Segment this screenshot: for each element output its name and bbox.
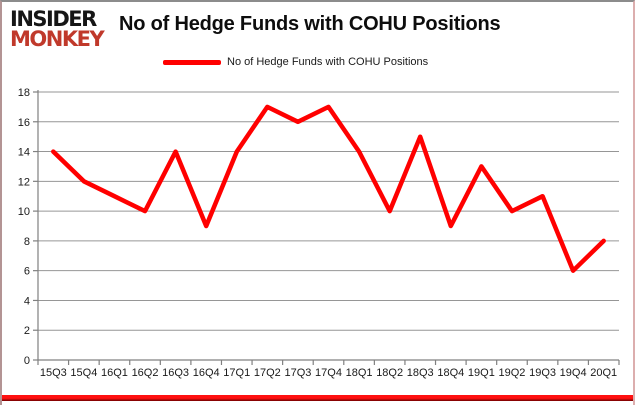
insider-monkey-logo: INSIDER MONKEY: [10, 7, 105, 51]
x-axis-label: 16Q2: [132, 367, 159, 379]
logo-text-monkey: MONKEY: [10, 27, 105, 51]
x-axis-label: 18Q2: [376, 367, 403, 379]
y-axis-label: 6: [24, 266, 30, 278]
y-axis-label: 0: [24, 355, 30, 367]
x-axis-label: 19Q3: [529, 367, 556, 379]
y-axis-label: 14: [18, 147, 30, 159]
x-axis-label: 16Q4: [193, 367, 220, 379]
y-axis-label: 4: [24, 295, 30, 307]
logo-text-insider: INSIDER: [10, 7, 97, 31]
x-axis-label: 20Q1: [590, 367, 617, 379]
x-axis-label: 19Q4: [560, 367, 587, 379]
y-axis-label: 12: [18, 176, 30, 188]
x-axis-label: 16Q1: [101, 367, 128, 379]
y-axis-label: 8: [24, 236, 30, 248]
x-axis-label: 19Q2: [499, 367, 526, 379]
x-axis-label: 18Q3: [407, 367, 434, 379]
x-axis-label: 16Q3: [162, 367, 189, 379]
x-axis-label: 17Q1: [223, 367, 250, 379]
legend-line-swatch: [163, 59, 221, 65]
x-axis-label: 18Q4: [437, 367, 464, 379]
y-axis-label: 2: [24, 325, 30, 337]
data-line-series: [51, 104, 606, 273]
legend: No of Hedge Funds with COHU Positions: [163, 56, 428, 68]
x-axis-label: 19Q1: [468, 367, 495, 379]
x-axis-label: 18Q1: [346, 367, 373, 379]
y-axis-label: 16: [18, 117, 30, 129]
x-axis-label: 15Q3: [40, 367, 67, 379]
y-axis-label: 10: [18, 206, 30, 218]
page-title: No of Hedge Funds with COHU Positions: [119, 13, 501, 35]
x-axis-label: 17Q2: [254, 367, 281, 379]
y-axis-label: 18: [18, 87, 30, 99]
x-axis-label: 15Q4: [70, 367, 97, 379]
x-axis-label: 17Q4: [315, 367, 342, 379]
bottom-red-bar: [2, 395, 633, 401]
legend-label: No of Hedge Funds with COHU Positions: [227, 56, 429, 68]
x-axis-label: 17Q3: [284, 367, 311, 379]
